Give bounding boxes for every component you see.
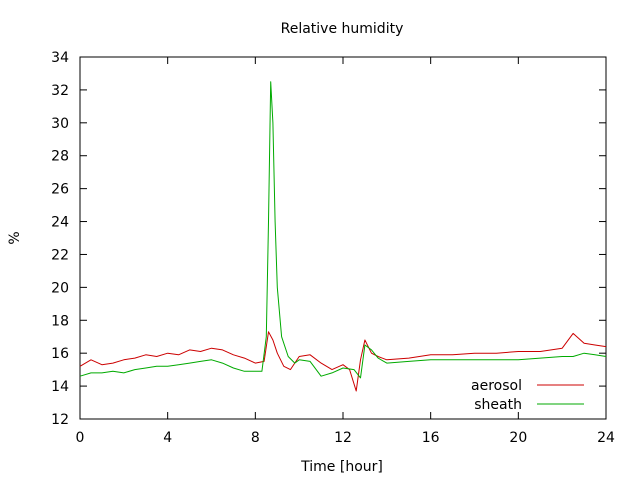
legend-label-sheath: sheath (474, 397, 522, 413)
x-tick-label: 20 (509, 430, 527, 446)
series-layer (79, 81, 607, 392)
y-tick-label: 26 (51, 182, 69, 198)
y-tick-label: 28 (51, 149, 69, 165)
series-line-aerosol (79, 331, 607, 392)
x-tick-label: 24 (597, 430, 615, 446)
plot-axes: 0 4 8 12 16 20 24 12 14 16 18 20 22 24 26 28 30 32 34 (51, 50, 615, 446)
series-line-sheath (79, 81, 607, 379)
x-tick-label: 0 (76, 430, 85, 446)
y-tick-label: 22 (51, 247, 69, 263)
x-axis-label: Time [hour] (300, 459, 383, 475)
y-tick-label: 18 (51, 313, 69, 329)
legend-label-aerosol: aerosol (471, 378, 522, 394)
y-tick-label: 14 (51, 379, 69, 395)
y-tick-label: 20 (51, 280, 69, 296)
y-axis-label: % (7, 231, 23, 244)
y-tick-label: 30 (51, 116, 69, 132)
chart-title: Relative humidity (281, 21, 404, 37)
legend: aerosol sheath (471, 378, 584, 413)
x-tick-label: 4 (163, 430, 172, 446)
y-tick-label: 24 (51, 215, 69, 231)
y-tick-label: 16 (51, 346, 69, 362)
y-tick-label: 32 (51, 83, 69, 99)
x-tick-label: 16 (422, 430, 440, 446)
x-tick-label: 8 (251, 430, 260, 446)
y-tick-label: 34 (51, 50, 69, 66)
y-tick-label: 12 (51, 412, 69, 428)
x-tick-label: 12 (334, 430, 352, 446)
